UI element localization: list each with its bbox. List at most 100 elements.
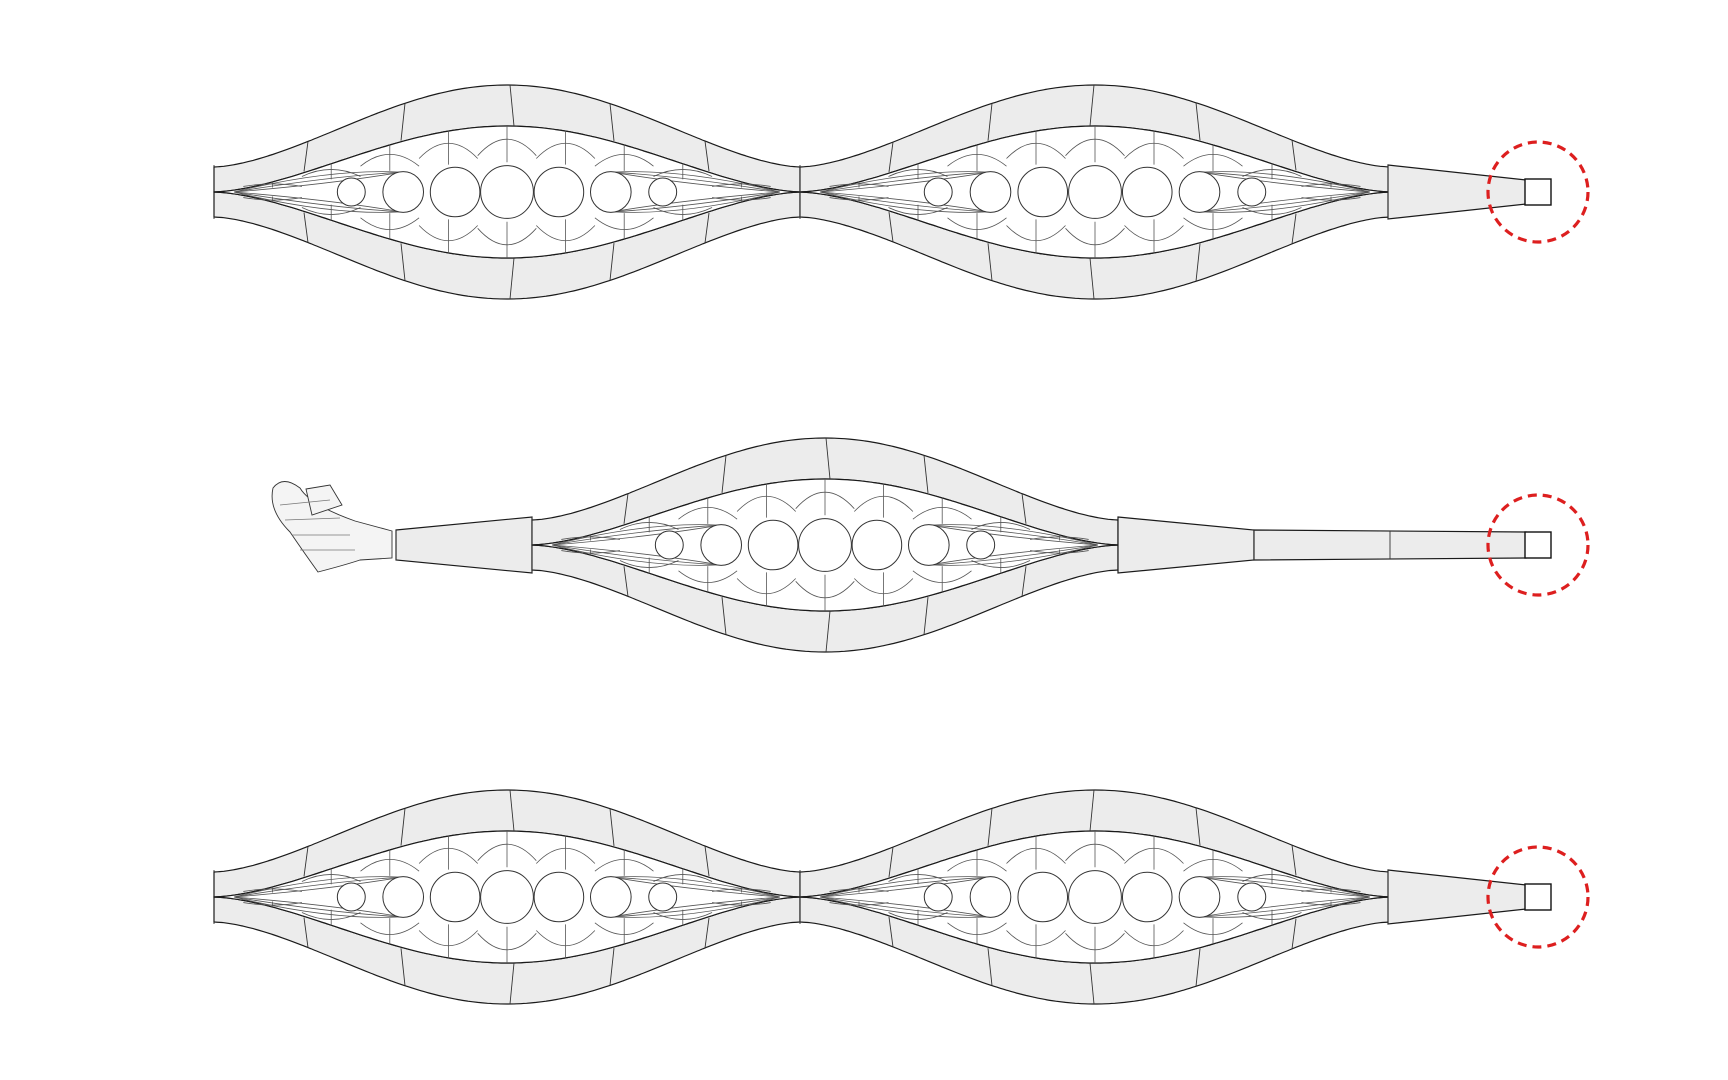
row-top-lobe-1-taper-line: [233, 191, 402, 213]
row-top-tail: [1387, 164, 1527, 220]
row-middle-lobe-segment-line: [923, 455, 929, 493]
row-top-lobe-2-segment-line: [1291, 140, 1297, 171]
row-top-lobe-1-segment-line: [509, 257, 515, 300]
row-bottom-lobe-2-bubble: [1237, 882, 1267, 912]
row-middle-lobe-taper-line: [930, 524, 1099, 546]
row-bottom-lobe-1-taper-line: [612, 876, 781, 898]
row-top-lobe-1-bubble: [648, 177, 678, 207]
row-bottom-lobe-1-bubble: [336, 882, 366, 912]
row-middle-lobe-taper-line: [930, 524, 1099, 546]
row-middle-lobe-bubble: [966, 530, 996, 560]
row-top-lobe-1-segment-line: [400, 103, 406, 141]
row-bottom-lobe-1-taper-line: [233, 896, 402, 918]
row-top-lobe-2-segment-line: [987, 103, 993, 141]
row-bottom-lobe-1-segment-line: [509, 789, 515, 832]
row-bottom-lobe-2-taper-line: [1201, 876, 1371, 898]
row-top-lobe-2-segment-line: [1291, 213, 1297, 244]
row-top-lobe-2-bubble: [923, 177, 953, 207]
row-middle-lobe-segment-line: [623, 493, 629, 524]
row-bottom-lobe-1-taper-line: [612, 876, 781, 898]
row-bottom-lobe-1-segment-line: [704, 845, 710, 877]
row-middle-lobe-taper-line: [551, 524, 720, 546]
row-bottom-lobe-1-segment-line: [303, 846, 309, 877]
row-bottom-lobe-1-taper-line: [233, 896, 402, 918]
row-top-lobe-1-taper-line: [233, 171, 402, 193]
row-bottom-lobe-2-taper-line: [1201, 876, 1371, 898]
row-bottom-lobe-1-segment-line: [609, 947, 615, 986]
row-middle-lobe-segment-line: [825, 610, 831, 653]
row-top-lobe-2-segment-line: [987, 243, 993, 281]
row-bottom-lobe-2-taper-line: [1201, 896, 1371, 918]
row-bottom-lobe-2-segment-line: [1291, 845, 1297, 876]
row-bottom-lobe-1-segment-line: [303, 917, 309, 948]
row-top-lobe-1-bubble: [589, 171, 632, 213]
row-bottom-lobe-1-taper-line: [233, 876, 402, 898]
row-bottom-lobe-2-bubble: [1178, 876, 1221, 918]
row-top-lobe-1-segment-line: [400, 243, 406, 281]
row-middle-curled-tip-flap: [305, 484, 343, 516]
row-middle-red-dashed-circle: [1486, 493, 1590, 597]
row-bottom-lobe-2-segment-line: [888, 917, 894, 947]
row-bottom-lobe-1-taper-line: [233, 876, 402, 898]
row-middle-curled-tip: [271, 481, 393, 573]
row-top-lobe-2-segment-line: [1089, 257, 1095, 300]
row-bottom-lobe-1-bubble: [589, 876, 632, 918]
row-bottom-anchor-square: [1524, 883, 1552, 911]
row-middle-lobe-segment-line: [1021, 566, 1027, 597]
row-bottom-lobe-2-bubble: [1121, 871, 1173, 923]
row-bottom-tail: [1387, 869, 1527, 925]
row-top-lobe-2-taper-line: [1201, 191, 1371, 213]
row-top-lobe-2-taper-line: [1201, 191, 1371, 213]
row-top-lobe-2-bubble: [1178, 171, 1221, 213]
row-top-lobe-2-taper-line: [819, 191, 989, 213]
row-middle-curl-hatch: [279, 499, 331, 506]
row-top-lobe-1-bubble: [382, 171, 425, 213]
row-top-lobe-1-taper-line: [612, 171, 781, 193]
row-middle-lobe-bubble: [798, 518, 852, 572]
row-bottom-lobe-1-segment-line: [400, 808, 406, 846]
row-top-lobe-2-taper-line: [819, 191, 989, 213]
row-middle-lobe-bubble: [851, 519, 903, 571]
row-top-lobe-1-taper-line: [612, 191, 781, 213]
row-bottom-lobe-1-segment-line: [509, 962, 515, 1005]
row-bottom: [213, 789, 1590, 1005]
row-bottom-lobe-1-segment-line: [400, 948, 406, 986]
row-top-lobe-2-taper-line: [819, 191, 989, 213]
row-bottom-lobe-2-segment-line: [1089, 789, 1095, 832]
row-top-lobe-2-taper-line: [819, 171, 989, 193]
row-top-lobe-2-bubble: [1017, 166, 1069, 218]
row-top-lobe-2-bubble: [1068, 165, 1122, 219]
row-bottom-lobe-2-segment-line: [1089, 962, 1095, 1005]
row-top-red-dashed-circle: [1486, 140, 1590, 244]
row-bottom-lobe-2-taper-line: [819, 876, 989, 898]
row-bottom-lobe-1-bubble: [533, 871, 585, 923]
row-middle-lobe-taper-line: [551, 544, 720, 566]
row-bottom-lobe-2-segment-line: [987, 808, 993, 846]
row-top-lobe-1-taper-line: [233, 191, 402, 213]
row-bottom-lobe-2-segment-line: [1291, 918, 1297, 949]
row-bottom-red-dashed-circle: [1486, 845, 1590, 949]
row-bottom-lobe-1-taper-line: [612, 876, 781, 898]
row-bottom-lobe-1-taper-line: [233, 896, 402, 918]
row-bottom-lobe-1-bubble: [382, 876, 425, 918]
row-bottom-lobe-2-taper-line: [1201, 896, 1371, 918]
row-top-lobe-1-taper-line: [612, 191, 781, 213]
row-middle-lobe-bubble: [654, 530, 684, 560]
row-top-lobe-2-taper-line: [819, 171, 989, 193]
row-bottom-lobe-2-taper-line: [819, 876, 989, 898]
row-middle-lobe-taper-line: [930, 544, 1099, 566]
row-top: [213, 84, 1590, 300]
row-middle: [271, 437, 1590, 653]
row-bottom-lobe-2-segment-line: [1195, 948, 1201, 987]
row-bottom-lobe-2-bubble: [923, 882, 953, 912]
row-middle-lobe-taper-line: [551, 524, 720, 546]
row-bottom-lobe-1-taper-line: [612, 896, 781, 918]
row-bottom-lobe-2-taper-line: [1201, 876, 1371, 898]
row-top-lobe-2-segment-line: [1089, 84, 1095, 127]
row-bottom-lobe-2-taper-line: [819, 876, 989, 898]
row-top-lobe-1-bubble: [429, 166, 481, 218]
row-bottom-lobe-1-segment-line: [704, 917, 710, 949]
row-top-lobe-2-taper-line: [1201, 191, 1371, 213]
row-top-lobe-2-segment-line: [1195, 102, 1201, 141]
